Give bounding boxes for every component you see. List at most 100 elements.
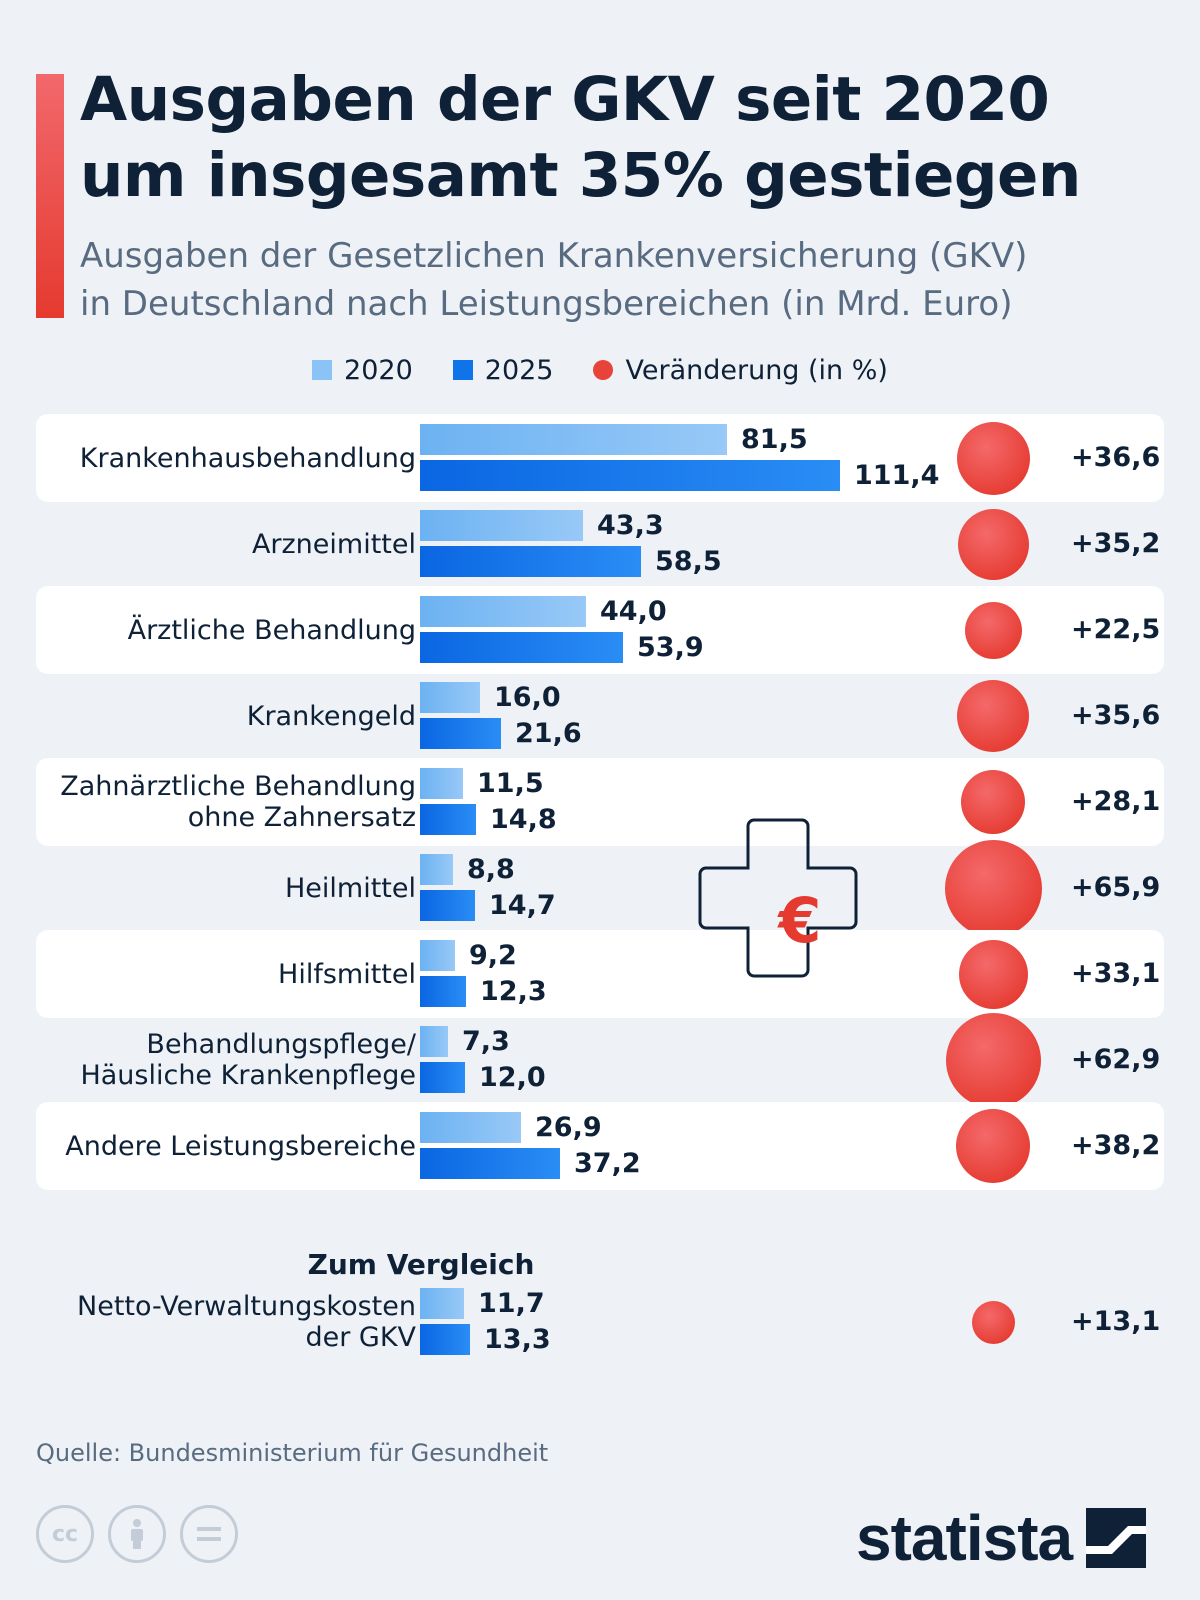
bar-2020 [420, 940, 455, 971]
bar-2020 [420, 854, 453, 885]
value-label-2025: 14,8 [490, 804, 557, 835]
legend-swatch-2020 [312, 360, 333, 380]
legend-label-2020: 2020 [344, 354, 413, 386]
value-label-2020: 81,5 [741, 424, 808, 455]
legend-item-change: Veränderung (in %) [593, 354, 888, 386]
change-bubble [961, 770, 1025, 834]
chart-row: Arzneimittel 43,3 58,5 +35,2 [36, 500, 1164, 588]
value-label-2025: 21,6 [515, 718, 582, 749]
change-label: +38,2 [1071, 1130, 1161, 1161]
legend-swatch-change [593, 360, 614, 380]
legend-item-2020: 2020 [312, 355, 413, 386]
change-bubble [956, 421, 1030, 495]
change-bubble [944, 839, 1042, 937]
value-label-2020: 16,0 [494, 682, 561, 713]
category-label: Ärztliche Behandlung [127, 614, 416, 646]
category-label: Andere Leistungsbereiche [65, 1130, 416, 1162]
category-label: Heilmittel [284, 872, 416, 904]
bar-2025 [420, 976, 466, 1007]
bar-2025 [420, 1148, 560, 1179]
source-note: Quelle: Bundesministerium für Gesundheit [36, 1439, 549, 1467]
value-label-2025: 58,5 [655, 546, 722, 577]
category-label: Netto-Verwaltungskosten der GKV [77, 1291, 416, 1353]
change-label: +28,1 [1071, 786, 1161, 817]
category-label: Krankengeld [246, 700, 416, 732]
logo-text: statista [856, 1502, 1073, 1574]
category-label: Hilfsmittel [278, 958, 416, 990]
value-label-2020: 43,3 [597, 510, 664, 541]
value-label-2025: 12,3 [480, 976, 547, 1007]
category-label: Krankenhausbehandlung [79, 442, 416, 474]
category-label: Behandlungspflege/ Häusliche Krankenpfle… [80, 1029, 416, 1091]
category-label: Zahnärztliche Behandlung ohne Zahnersatz [60, 771, 416, 833]
bar-2020 [420, 1288, 464, 1319]
bar-2025 [420, 460, 840, 491]
change-bubble [958, 939, 1028, 1009]
change-bubble [957, 508, 1029, 580]
value-label-2020: 26,9 [535, 1112, 602, 1143]
bar-2025 [420, 804, 476, 835]
change-label: +13,1 [1071, 1306, 1161, 1337]
title-line-1: Ausgaben der GKV seit 2020 [80, 64, 1050, 135]
value-label-2020: 11,5 [477, 768, 544, 799]
legend-item-2025: 2025 [452, 354, 554, 386]
value-label-2025: 13,3 [484, 1324, 551, 1355]
change-label: +35,2 [1071, 528, 1161, 559]
change-bubble [971, 1300, 1015, 1344]
value-label-2020: 11,7 [478, 1288, 545, 1319]
chart-row: Heilmittel 8,8 14,7 +65,9 [36, 839, 1164, 937]
by-icon[interactable] [108, 1505, 166, 1563]
value-label-2025: 111,4 [854, 460, 940, 491]
chart-row: Hilfsmittel 9,2 12,3 +33,1 [36, 930, 1164, 1018]
change-bubble [957, 680, 1029, 752]
change-bubble [945, 1012, 1041, 1108]
value-label-2020: 9,2 [469, 940, 517, 971]
change-label: +65,9 [1071, 872, 1161, 903]
bar-2020 [420, 1026, 448, 1057]
cc-icon[interactable]: cc [36, 1505, 94, 1563]
svg-text:€: € [776, 884, 821, 957]
legend-swatch-2025 [452, 360, 473, 380]
bar-2025 [420, 890, 475, 921]
value-label-2025: 12,0 [479, 1062, 546, 1093]
chart-row: Krankenhausbehandlung 81,5 111,4 +36,6 [36, 414, 1164, 502]
bar-2020 [420, 682, 480, 713]
bar-2020 [420, 424, 727, 455]
bar-2025 [420, 632, 623, 663]
change-label: +33,1 [1071, 958, 1161, 989]
value-label-2025: 53,9 [637, 632, 704, 663]
medical-cross-euro-icon: € [698, 818, 858, 978]
title-accent-bar [36, 74, 64, 318]
change-bubble [964, 601, 1022, 659]
chart-row: Behandlungspflege/ Häusliche Krankenpfle… [36, 1012, 1164, 1108]
statista-logo-icon [1086, 1508, 1147, 1568]
legend-label-2025: 2025 [484, 354, 554, 386]
legend: 2020 2025 Veränderung (in %) [0, 350, 1200, 390]
bar-2020 [420, 1112, 521, 1143]
chart-row: Ärztliche Behandlung 44,0 53,9 +22,5 [36, 586, 1164, 674]
chart-row: Andere Leistungsbereiche 26,9 37,2 +38,2 [36, 1102, 1164, 1190]
chart-row: Netto-Verwaltungskosten der GKV 11,7 13,3 +… [36, 1278, 1164, 1366]
chart-row: Zahnärztliche Behandlung ohne Zahnersatz… [36, 758, 1164, 846]
bar-2020 [420, 510, 583, 541]
nd-icon[interactable] [180, 1505, 238, 1563]
bar-2020 [420, 596, 586, 627]
value-label-2020: 44,0 [600, 596, 667, 627]
subtitle-line-2: in Deutschland nach Leistungsbereichen (… [80, 284, 1013, 324]
bar-2025 [420, 718, 501, 749]
value-label-2020: 7,3 [462, 1026, 510, 1057]
change-label: +36,6 [1071, 442, 1161, 473]
legend-label-change: Veränderung (in %) [625, 354, 888, 386]
license-icons: cc [36, 1505, 238, 1563]
bar-2025 [420, 1062, 465, 1093]
chart-subtitle: Ausgaben der Gesetzlichen Krankenversich… [80, 232, 1180, 328]
chart-row: Krankengeld 16,0 21,6 +35,6 [36, 672, 1164, 760]
chart-title: Ausgaben der GKV seit 2020 um insgesamt … [80, 62, 1160, 214]
change-label: +62,9 [1071, 1044, 1161, 1075]
statista-logo[interactable]: statista [856, 1502, 1147, 1574]
value-label-2020: 8,8 [467, 854, 515, 885]
value-label-2025: 14,7 [489, 890, 556, 921]
bar-2020 [420, 768, 463, 799]
change-label: +35,6 [1071, 700, 1161, 731]
bar-2025 [420, 1324, 470, 1355]
